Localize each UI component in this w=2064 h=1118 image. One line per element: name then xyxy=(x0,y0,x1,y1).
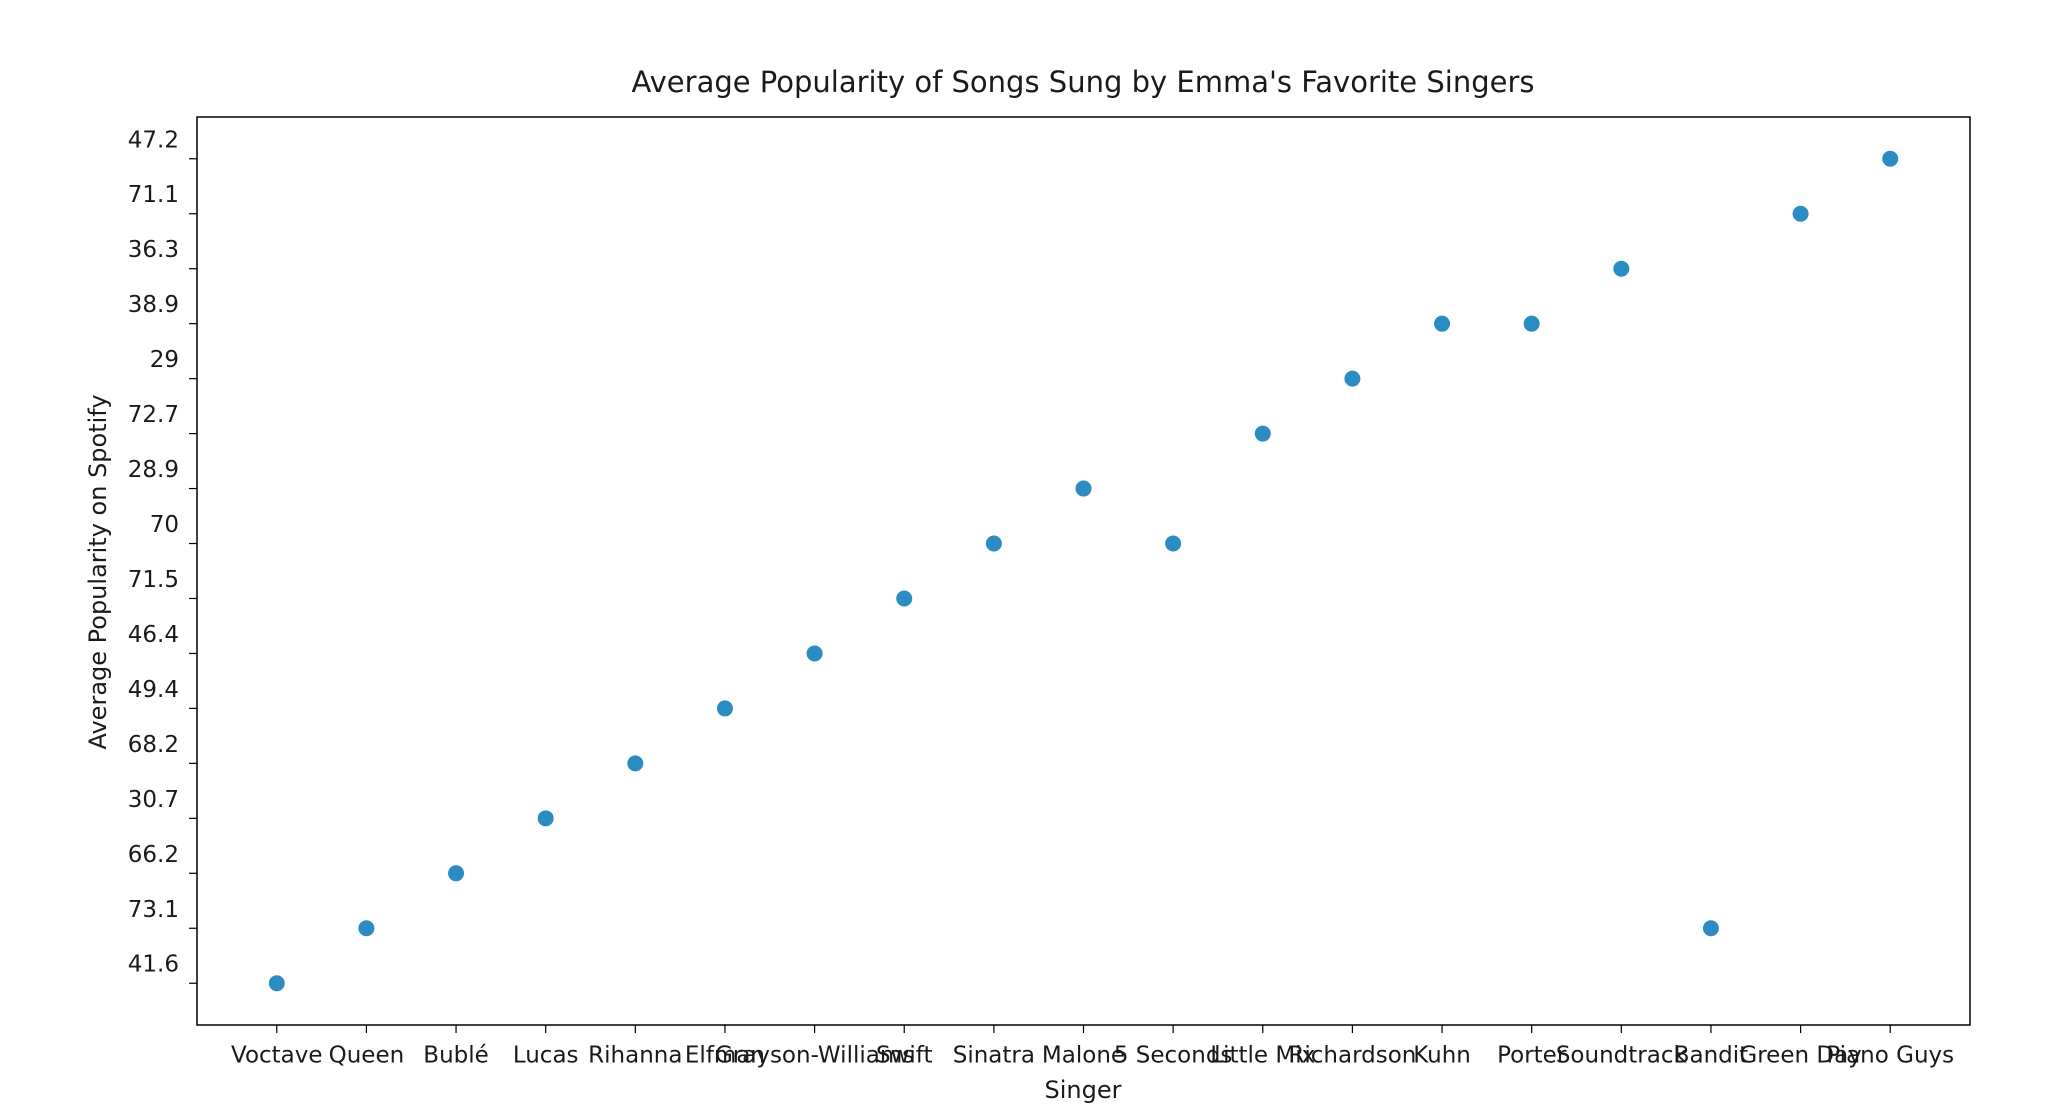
point xyxy=(1434,315,1451,332)
x-tick-label: Swift xyxy=(876,1043,933,1069)
x-tick-label: Soundtrack xyxy=(1556,1043,1688,1069)
point xyxy=(1075,480,1092,497)
x-tick-label: 5 Seconds xyxy=(1114,1043,1233,1069)
y-tick-label: 68.2 xyxy=(128,732,179,758)
point xyxy=(1792,205,1809,222)
x-tick-label: Bandit xyxy=(1674,1043,1748,1069)
point xyxy=(1165,535,1182,552)
y-tick-label: 70 xyxy=(150,512,179,538)
y-tick-label: 41.6 xyxy=(128,952,179,978)
x-tick-label: Elfman xyxy=(685,1043,765,1069)
x-tick-label: Queen xyxy=(329,1043,405,1069)
y-tick-label: 46.4 xyxy=(128,622,179,648)
point xyxy=(985,535,1002,552)
x-tick-label: Piano Guys xyxy=(1826,1043,1954,1069)
x-tick-label: Sinatra xyxy=(953,1043,1035,1069)
y-tick-label: 66.2 xyxy=(128,842,179,868)
chart-title: Average Popularity of Songs Sung by Emma… xyxy=(632,65,1535,99)
y-tick-label: 30.7 xyxy=(128,787,179,813)
point xyxy=(1882,150,1899,167)
point xyxy=(716,700,733,717)
x-tick-label: Grayson-Williams xyxy=(715,1043,914,1069)
plot-frame xyxy=(196,116,1971,1026)
point xyxy=(1702,920,1719,937)
x-tick-label: Voctave xyxy=(231,1043,323,1069)
y-tick-label: 72.7 xyxy=(128,402,179,428)
x-tick-label: Kuhn xyxy=(1413,1043,1471,1069)
x-tick-label: Rihanna xyxy=(588,1043,682,1069)
x-tick-label: Richardson xyxy=(1288,1043,1416,1069)
point xyxy=(268,975,285,992)
y-tick-label: 38.9 xyxy=(128,292,179,318)
x-axis-label: Singer xyxy=(1045,1076,1122,1104)
y-tick-label: 29 xyxy=(150,347,179,373)
x-tick-label: Green Day xyxy=(1739,1043,1861,1069)
point xyxy=(448,865,465,882)
y-tick-label: 71.1 xyxy=(128,182,179,208)
x-tick-label: Lucas xyxy=(513,1043,579,1069)
x-tick-label: Malone xyxy=(1042,1043,1125,1069)
point xyxy=(806,645,823,662)
x-tick-label: Bublé xyxy=(423,1043,489,1069)
y-axis-label: Average Popularity on Spotify xyxy=(84,394,112,749)
y-tick-label: 49.4 xyxy=(128,677,179,703)
point xyxy=(1344,370,1361,387)
point xyxy=(1613,260,1630,277)
x-tick-label: Porter xyxy=(1497,1043,1567,1069)
x-tick-label: Little Mix xyxy=(1210,1043,1315,1069)
point xyxy=(896,590,913,607)
y-tick-label: 47.2 xyxy=(128,127,179,153)
y-tick-label: 71.5 xyxy=(128,567,179,593)
point xyxy=(1523,315,1540,332)
point xyxy=(1254,425,1271,442)
point xyxy=(627,755,644,772)
point xyxy=(537,810,554,827)
y-tick-label: 36.3 xyxy=(128,237,179,263)
y-tick-label: 73.1 xyxy=(128,897,179,923)
point xyxy=(358,920,375,937)
y-tick-label: 28.9 xyxy=(128,457,179,483)
